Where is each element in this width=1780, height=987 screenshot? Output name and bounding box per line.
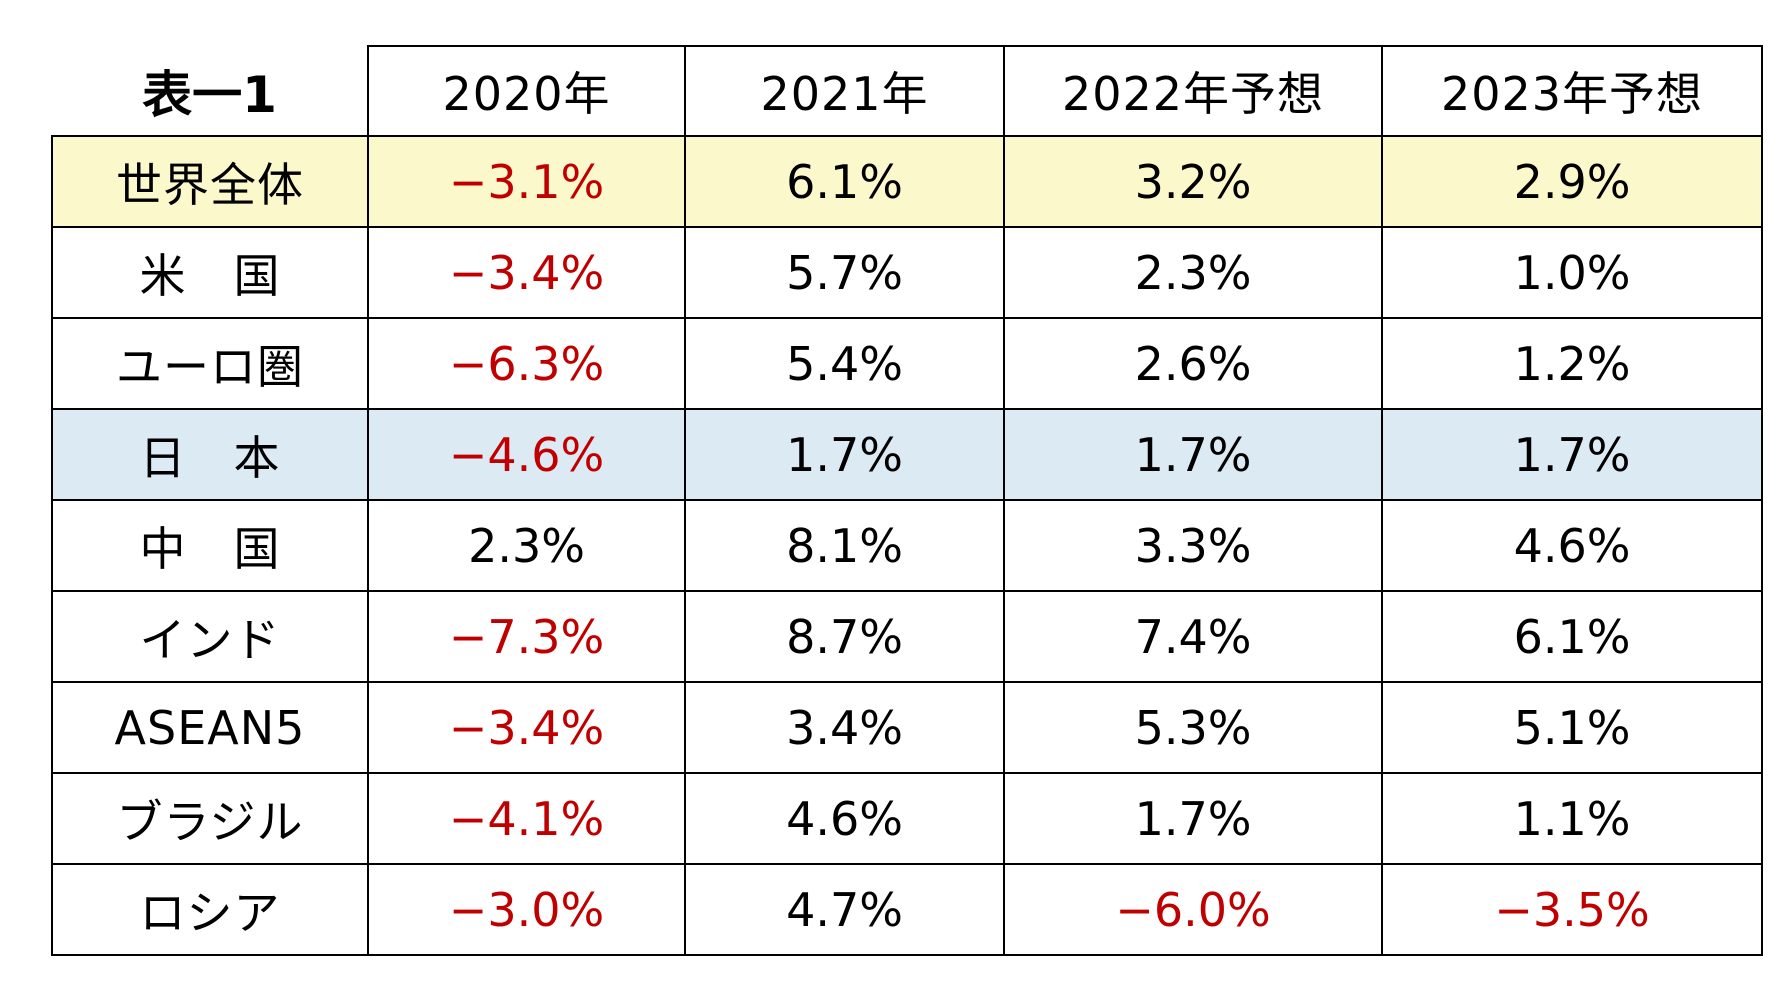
table-row-brazil: ブラジル −4.1% 4.6% 1.7% 1.1%	[51, 772, 1763, 865]
table-cell: −3.0%	[367, 863, 686, 956]
growth-table-container: 表一1 2020年 2021年 2022年予想 2023年予想 世界全体 −3.…	[51, 45, 1763, 956]
table-cell: 4.6%	[1381, 499, 1763, 592]
growth-rate-table: 表一1 2020年 2021年 2022年予想 2023年予想 世界全体 −3.…	[51, 45, 1763, 956]
table-cell: −3.4%	[367, 681, 686, 774]
table-cell: 1.1%	[1381, 772, 1763, 865]
table-cell: 2.9%	[1381, 135, 1763, 228]
row-label-russia: ロシア	[51, 863, 369, 956]
table-cell: 7.4%	[1003, 590, 1383, 683]
table-cell: 5.3%	[1003, 681, 1383, 774]
table-cell: 6.1%	[1381, 590, 1763, 683]
table-cell: 1.7%	[1003, 408, 1383, 501]
row-label-china: 中 国	[51, 499, 369, 592]
table-cell: 3.3%	[1003, 499, 1383, 592]
row-label-asean5: ASEAN5	[51, 681, 369, 774]
table-title: 表一1	[52, 46, 369, 137]
column-header-2021: 2021年	[684, 45, 1005, 137]
table-row-asean5: ASEAN5 −3.4% 3.4% 5.3% 5.1%	[51, 681, 1763, 774]
table-cell: 2.3%	[1003, 226, 1383, 319]
table-row-eurozone: ユーロ圏 −6.3% 5.4% 2.6% 1.2%	[51, 317, 1763, 410]
table-cell: −6.0%	[1003, 863, 1383, 956]
column-header-2022-forecast: 2022年予想	[1003, 45, 1383, 137]
table-cell: 1.7%	[1003, 772, 1383, 865]
row-label-japan: 日 本	[51, 408, 369, 501]
table-row-japan: 日 本 −4.6% 1.7% 1.7% 1.7%	[51, 408, 1763, 501]
table-row-usa: 米 国 −3.4% 5.7% 2.3% 1.0%	[51, 226, 1763, 319]
column-header-2023-forecast: 2023年予想	[1381, 45, 1763, 137]
row-label-world: 世界全体	[51, 135, 369, 228]
column-header-2020: 2020年	[367, 45, 686, 137]
table-cell: −4.1%	[367, 772, 686, 865]
table-cell: 1.7%	[684, 408, 1005, 501]
row-label-usa: 米 国	[51, 226, 369, 319]
table-cell: −7.3%	[367, 590, 686, 683]
table-cell: 5.7%	[684, 226, 1005, 319]
table-cell: −3.1%	[367, 135, 686, 228]
header-row: 表一1 2020年 2021年 2022年予想 2023年予想	[52, 45, 1763, 137]
table-cell: 2.6%	[1003, 317, 1383, 410]
row-label-eurozone: ユーロ圏	[51, 317, 369, 410]
table-cell: 1.7%	[1381, 408, 1763, 501]
table-cell: 8.7%	[684, 590, 1005, 683]
table-cell: −6.3%	[367, 317, 686, 410]
table-row-india: インド −7.3% 8.7% 7.4% 6.1%	[51, 590, 1763, 683]
table-cell: 1.2%	[1381, 317, 1763, 410]
table-cell: −3.5%	[1381, 863, 1763, 956]
table-cell: 4.7%	[684, 863, 1005, 956]
table-cell: −3.4%	[367, 226, 686, 319]
table-cell: 2.3%	[367, 499, 686, 592]
table-cell: 5.4%	[684, 317, 1005, 410]
table-cell: −4.6%	[367, 408, 686, 501]
table-row-russia: ロシア −3.0% 4.7% −6.0% −3.5%	[51, 863, 1763, 956]
table-row-world: 世界全体 −3.1% 6.1% 3.2% 2.9%	[51, 135, 1763, 228]
table-cell: 3.4%	[684, 681, 1005, 774]
table-cell: 5.1%	[1381, 681, 1763, 774]
table-cell: 1.0%	[1381, 226, 1763, 319]
table-cell: 3.2%	[1003, 135, 1383, 228]
table-cell: 4.6%	[684, 772, 1005, 865]
row-label-india: インド	[51, 590, 369, 683]
table-cell: 8.1%	[684, 499, 1005, 592]
table-row-china: 中 国 2.3% 8.1% 3.3% 4.6%	[51, 499, 1763, 592]
row-label-brazil: ブラジル	[51, 772, 369, 865]
table-cell: 6.1%	[684, 135, 1005, 228]
